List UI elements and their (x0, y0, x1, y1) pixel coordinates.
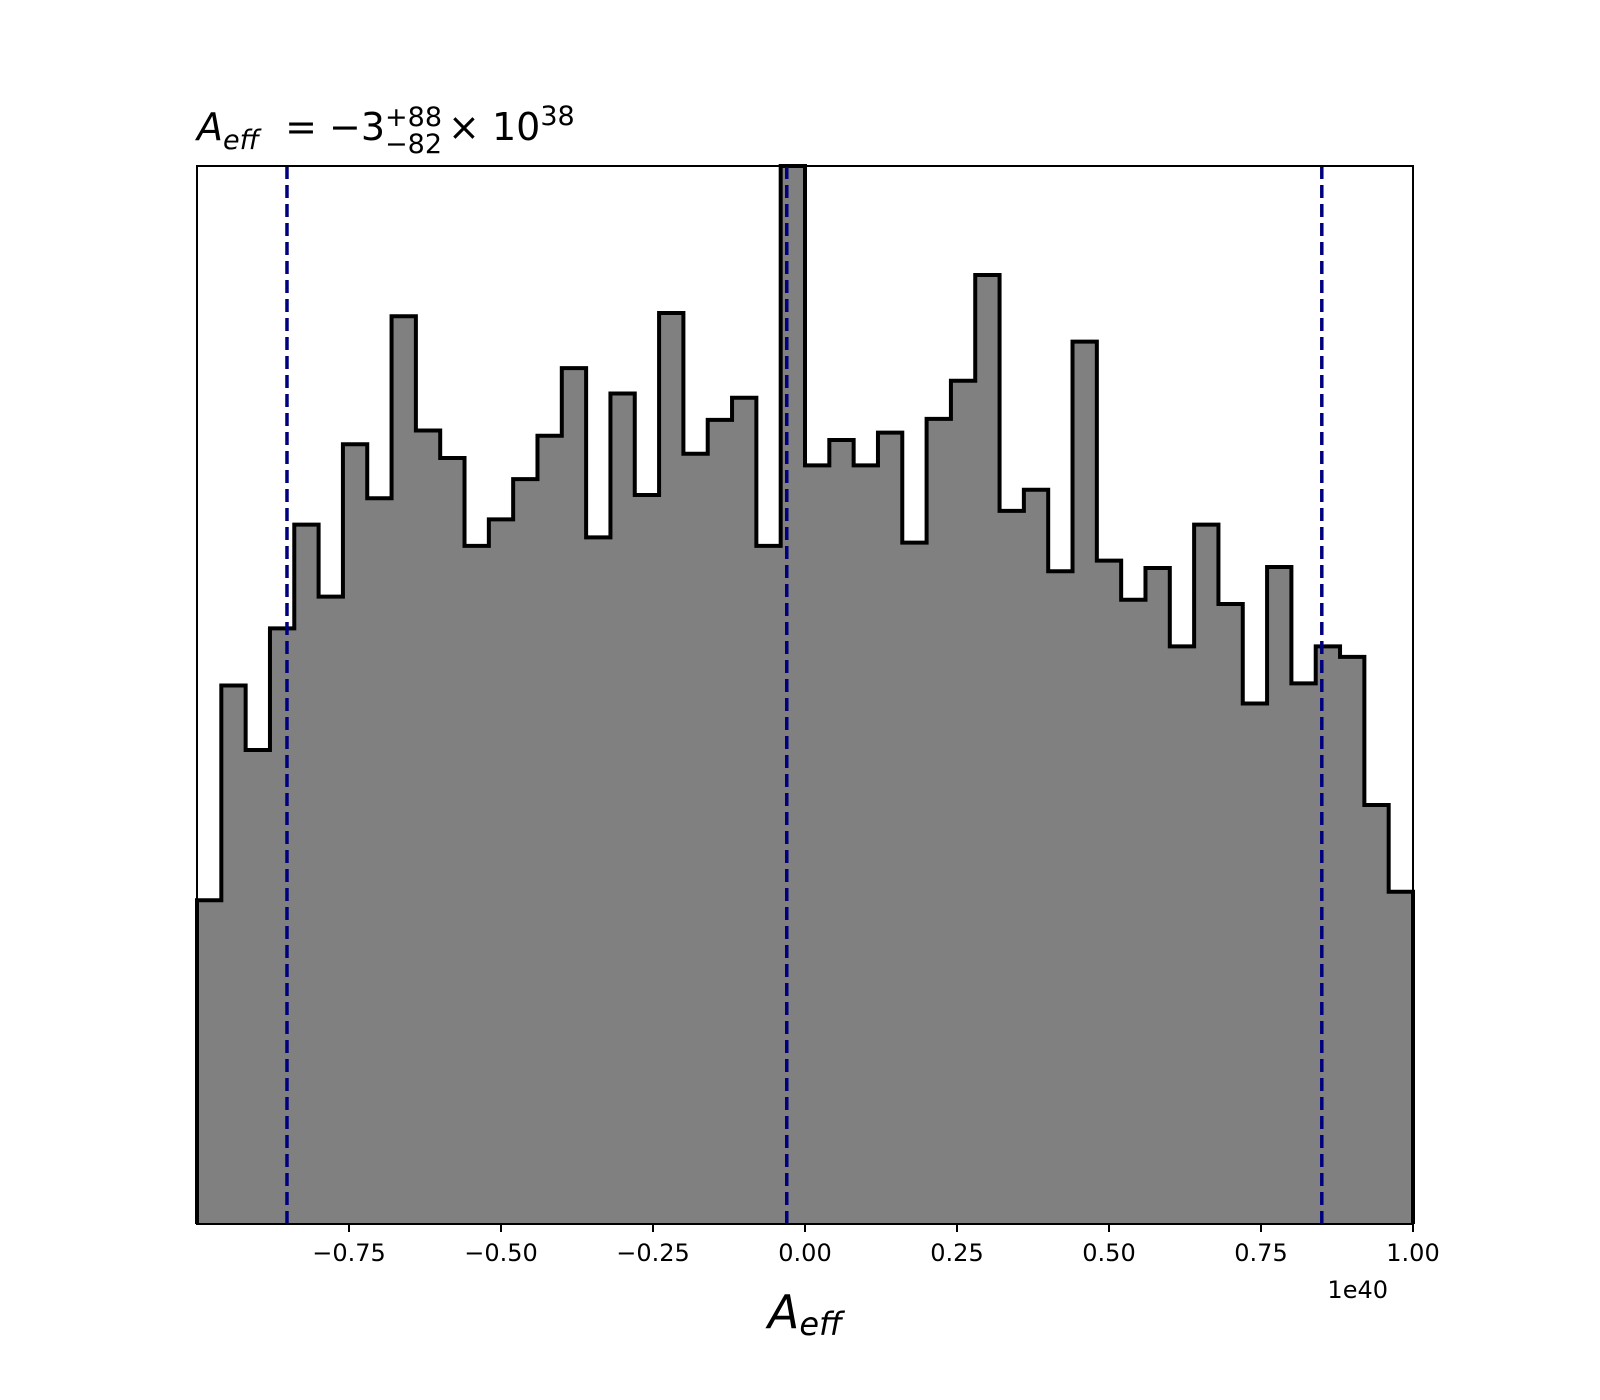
histogram-bar (513, 479, 539, 1225)
histogram-bar (537, 435, 563, 1224)
histogram-bar (610, 393, 636, 1225)
x-axis-ticks: −0.75 −0.50 −0.25 0.00 0.25 0.50 0.75 1.00 (312, 1224, 1440, 1267)
histogram-bar (853, 465, 879, 1224)
x-tick-label: −0.75 (312, 1239, 386, 1267)
histogram-bar (1048, 571, 1074, 1224)
histogram-bar (634, 495, 660, 1225)
histogram-bar (975, 274, 1001, 1224)
x-offset-label: 1e40 (1327, 1276, 1388, 1304)
histogram-bar (245, 750, 271, 1224)
histogram-bar (999, 510, 1025, 1225)
x-axis-label-symbol: A (765, 1285, 799, 1339)
histogram-bar (1145, 568, 1171, 1224)
histogram-bar (342, 444, 368, 1224)
histogram-bar (318, 596, 344, 1224)
histogram-bar (294, 524, 320, 1224)
histogram-bar (415, 430, 441, 1224)
histogram-bar (1242, 703, 1268, 1224)
histogram-bar (391, 316, 417, 1225)
histogram-bar (1340, 656, 1365, 1224)
histogram-bar (1315, 646, 1341, 1224)
histogram-bar (1267, 566, 1292, 1224)
title-symbol-subscript: eff (223, 125, 262, 156)
histogram-bar (561, 368, 587, 1224)
title-value: = −3 (285, 105, 385, 149)
title-upper-error: +88 (385, 102, 442, 133)
histogram-bar (877, 432, 903, 1225)
histogram-bar (1121, 599, 1147, 1224)
histogram-bar (1096, 560, 1122, 1224)
histogram-outline (195, 164, 1415, 1224)
chart-title: Aeff = −3+88 −82 × 1038 (194, 101, 575, 160)
histogram-bar (1072, 341, 1098, 1224)
histogram-bar (464, 545, 490, 1224)
title-multiplier: × 10 (448, 105, 540, 149)
histogram-bar (902, 542, 928, 1224)
x-tick-label: 0.75 (1234, 1239, 1287, 1267)
histogram-bar (586, 537, 612, 1224)
histogram-bar (269, 628, 295, 1224)
histogram-bar (1218, 604, 1244, 1224)
x-tick-label: 0.25 (930, 1239, 983, 1267)
histogram-bar (367, 498, 393, 1224)
x-tick-label: 0.50 (1082, 1239, 1135, 1267)
title-lower-error: −82 (385, 129, 442, 160)
histogram-bar (1364, 805, 1390, 1224)
title-exponent: 38 (540, 101, 574, 132)
histogram-bar (756, 545, 782, 1224)
histogram-bar (197, 900, 222, 1224)
x-tick-label: 1.00 (1386, 1239, 1439, 1267)
histogram-bar (440, 458, 466, 1224)
histogram-bar (926, 418, 952, 1224)
x-tick-label: 0.00 (778, 1239, 831, 1267)
x-tick-label: −0.25 (616, 1239, 690, 1267)
histogram-bar (488, 519, 514, 1224)
x-tick-label: −0.50 (464, 1239, 538, 1267)
title-symbol: A (194, 105, 223, 149)
reference-lines (285, 166, 1324, 1224)
histogram-bar (805, 465, 830, 1224)
histogram-bar (1023, 489, 1049, 1224)
histogram-bar (829, 440, 855, 1225)
histogram-bar (1291, 683, 1317, 1224)
histogram-bar (732, 397, 757, 1224)
histogram-bars (197, 166, 1414, 1225)
histogram-bar (707, 419, 733, 1224)
histogram-bar (1194, 524, 1220, 1224)
histogram-bar (1169, 646, 1195, 1224)
x-axis-label-subscript: eff (799, 1305, 846, 1343)
x-axis-label: Aeff (765, 1285, 846, 1343)
histogram-bar (1388, 891, 1414, 1224)
histogram-bar (221, 685, 247, 1224)
histogram-bar (659, 313, 684, 1224)
histogram-bar (780, 166, 806, 1224)
histogram-bar (683, 453, 709, 1224)
histogram-bar (950, 380, 976, 1224)
